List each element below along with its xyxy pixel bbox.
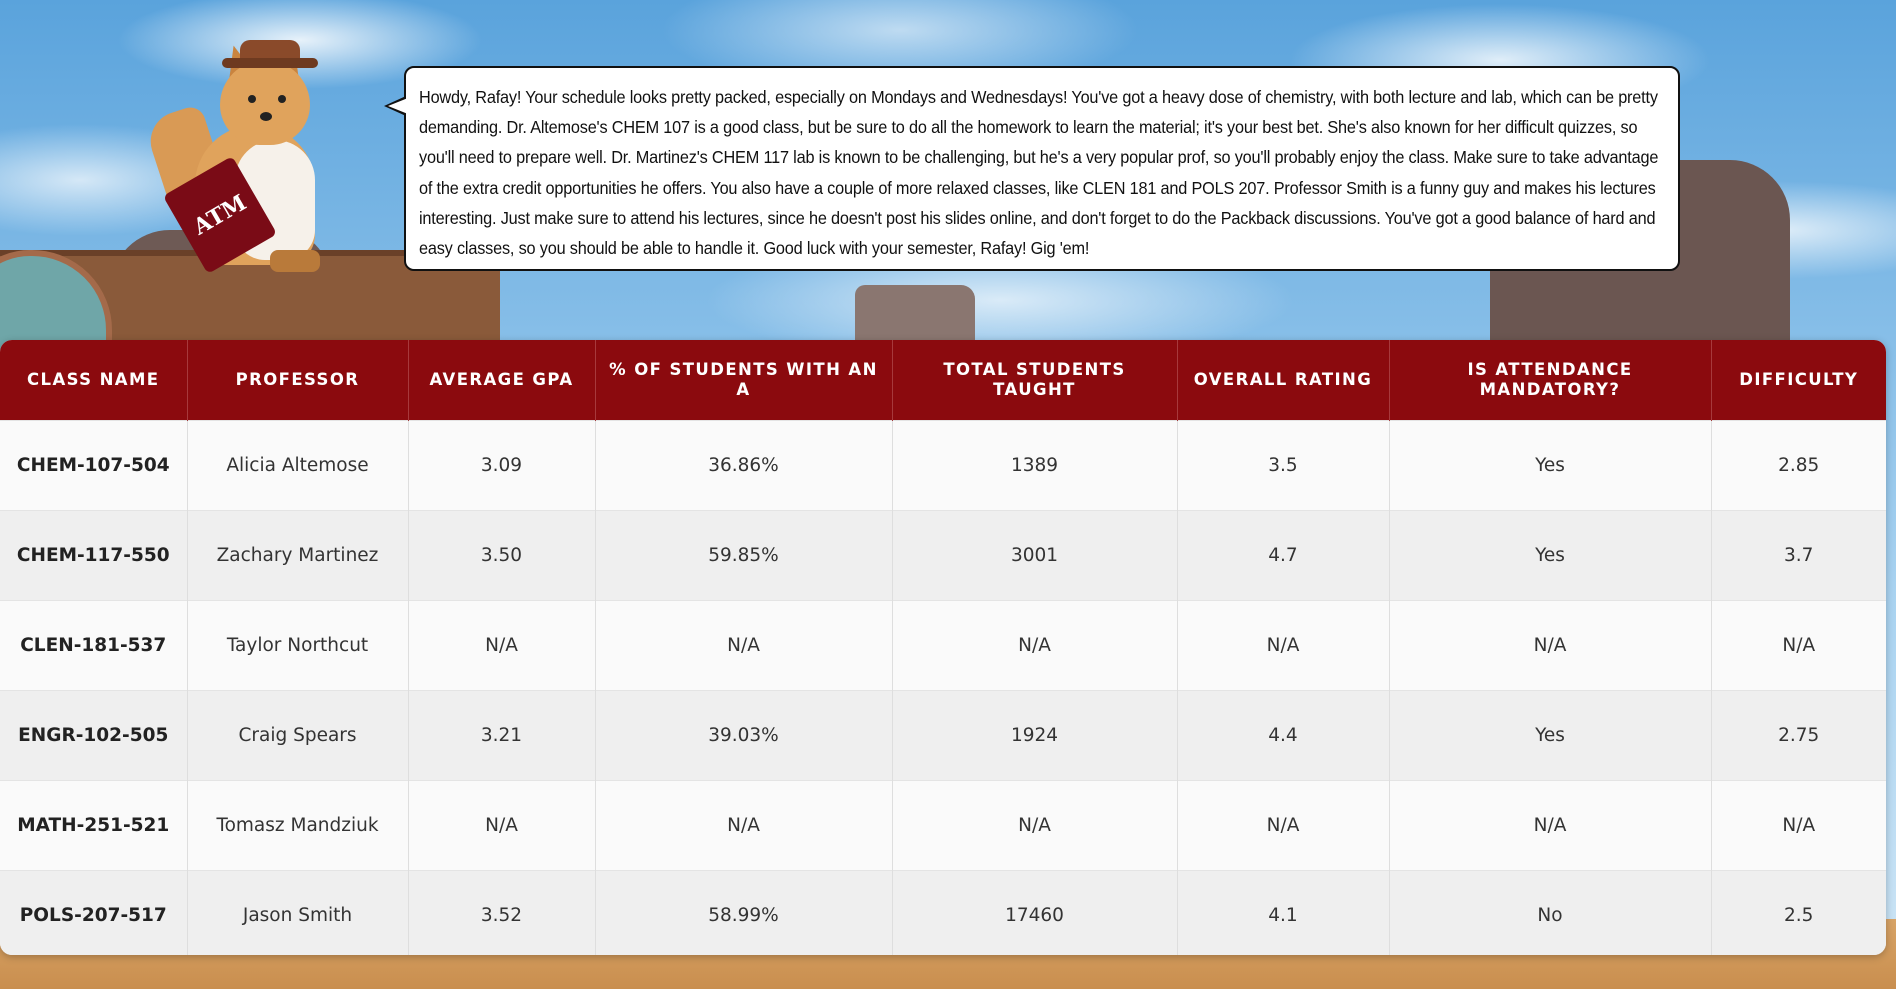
pct-a-cell: N/A [595, 600, 893, 691]
total-students-cell: 1389 [892, 420, 1178, 511]
pct-a-cell: 39.03% [595, 690, 893, 781]
class-name-cell: MATH-251-521 [0, 780, 188, 871]
professor-cell: Tomasz Mandziuk [187, 780, 409, 871]
difficulty-cell: 3.7 [1711, 510, 1886, 601]
table-row: ENGR-102-505 Craig Spears 3.21 39.03% 19… [0, 690, 1886, 781]
mascot-dog-illustration: ATM [142, 40, 350, 274]
total-students-cell: 1924 [892, 690, 1178, 781]
difficulty-cell: 2.5 [1711, 870, 1886, 955]
difficulty-cell: 2.85 [1711, 420, 1886, 511]
professor-cell: Craig Spears [187, 690, 409, 781]
table-row: CHEM-117-550 Zachary Martinez 3.50 59.85… [0, 510, 1886, 601]
avg-gpa-cell: 3.09 [408, 420, 596, 511]
table-row: CHEM-107-504 Alicia Altemose 3.09 36.86%… [0, 420, 1886, 511]
pct-a-cell: 58.99% [595, 870, 893, 955]
professor-cell: Zachary Martinez [187, 510, 409, 601]
total-students-cell: N/A [892, 600, 1178, 691]
advisor-message: Howdy, Rafay! Your schedule looks pretty… [419, 87, 1659, 259]
attendance-cell: Yes [1389, 510, 1712, 601]
class-name-cell: POLS-207-517 [0, 870, 188, 955]
table-row: MATH-251-521 Tomasz Mandziuk N/A N/A N/A… [0, 780, 1886, 871]
rating-cell: N/A [1177, 780, 1390, 871]
pct-a-cell: N/A [595, 780, 893, 871]
difficulty-cell: 2.75 [1711, 690, 1886, 781]
rating-cell: 4.4 [1177, 690, 1390, 781]
class-name-cell: CHEM-107-504 [0, 420, 188, 511]
class-name-cell: CLEN-181-537 [0, 600, 188, 691]
header-average-gpa: Average GPA [408, 340, 596, 421]
professor-cell: Alicia Altemose [187, 420, 409, 511]
schedule-table: Class Name Professor Average GPA % of St… [0, 340, 1886, 955]
difficulty-cell: N/A [1711, 780, 1886, 871]
table-header-row: Class Name Professor Average GPA % of St… [0, 340, 1886, 421]
header-attendance: Is Attendance Mandatory? [1389, 340, 1712, 421]
avg-gpa-cell: 3.52 [408, 870, 596, 955]
pct-a-cell: 59.85% [595, 510, 893, 601]
rating-cell: N/A [1177, 600, 1390, 691]
header-professor: Professor [187, 340, 409, 421]
avg-gpa-cell: N/A [408, 780, 596, 871]
avg-gpa-cell: 3.50 [408, 510, 596, 601]
table-row: CLEN-181-537 Taylor Northcut N/A N/A N/A… [0, 600, 1886, 691]
attendance-cell: Yes [1389, 420, 1712, 511]
rating-cell: 4.1 [1177, 870, 1390, 955]
avg-gpa-cell: 3.21 [408, 690, 596, 781]
header-total-students: Total Students Taught [892, 340, 1178, 421]
attendance-cell: No [1389, 870, 1712, 955]
avg-gpa-cell: N/A [408, 600, 596, 691]
attendance-cell: N/A [1389, 780, 1712, 871]
pct-a-cell: 36.86% [595, 420, 893, 511]
rating-cell: 3.5 [1177, 420, 1390, 511]
advisor-speech-bubble: Howdy, Rafay! Your schedule looks pretty… [384, 66, 1680, 271]
class-name-cell: CHEM-117-550 [0, 510, 188, 601]
total-students-cell: 17460 [892, 870, 1178, 955]
cowboy-hat-icon [240, 40, 300, 62]
header-percent-a: % of Students With an A [595, 340, 893, 421]
professor-cell: Taylor Northcut [187, 600, 409, 691]
difficulty-cell: N/A [1711, 600, 1886, 691]
attendance-cell: N/A [1389, 600, 1712, 691]
attendance-cell: Yes [1389, 690, 1712, 781]
table-row: POLS-207-517 Jason Smith 3.52 58.99% 174… [0, 870, 1886, 955]
total-students-cell: N/A [892, 780, 1178, 871]
schedule-table-card: Class Name Professor Average GPA % of St… [0, 340, 1886, 955]
header-difficulty: Difficulty [1711, 340, 1886, 421]
rating-cell: 4.7 [1177, 510, 1390, 601]
header-overall-rating: Overall Rating [1177, 340, 1390, 421]
total-students-cell: 3001 [892, 510, 1178, 601]
header-class-name: Class Name [0, 340, 188, 421]
professor-cell: Jason Smith [187, 870, 409, 955]
class-name-cell: ENGR-102-505 [0, 690, 188, 781]
